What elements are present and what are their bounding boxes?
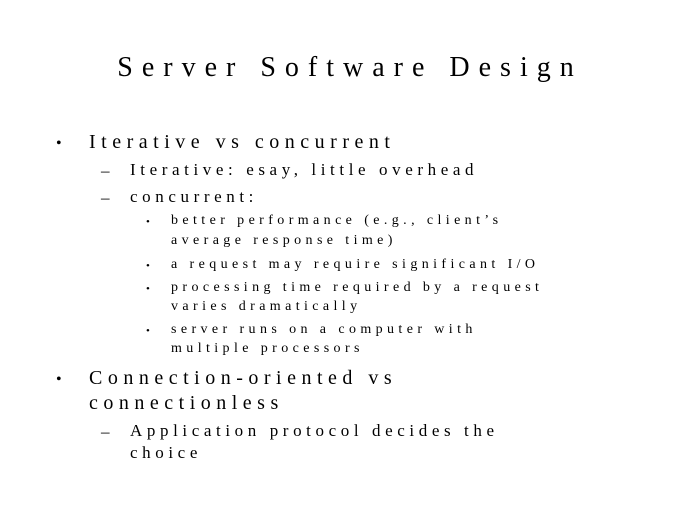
- dash-marker: –: [101, 188, 110, 207]
- bullet-marker: •: [146, 283, 150, 295]
- detail-processing-time-line2: varies dramatically: [171, 299, 362, 314]
- bullet-marker: •: [146, 216, 150, 228]
- bullet-marker: •: [56, 371, 62, 388]
- subpoint-application-protocol-line2: choice: [130, 443, 202, 462]
- detail-multiple-processors-line1: server runs on a computer with: [171, 322, 477, 337]
- bullet-marker: •: [56, 135, 62, 152]
- dash-marker: –: [101, 161, 110, 180]
- detail-multiple-processors-line2: multiple processors: [171, 341, 364, 356]
- point-connection-oriented-line1: Connection-oriented vs: [89, 367, 398, 389]
- bullet-marker: •: [146, 325, 150, 337]
- slide-title: Server Software Design: [117, 52, 583, 83]
- detail-better-performance-line1: better performance (e.g., client’s: [171, 213, 503, 228]
- point-connection-oriented-line2: connectionless: [89, 392, 284, 414]
- subpoint-application-protocol-line1: Application protocol decides the: [130, 421, 499, 440]
- subpoint-concurrent: concurrent:: [130, 187, 259, 206]
- detail-better-performance-line2: average response time): [171, 233, 397, 248]
- subpoint-iterative: Iterative: esay, little overhead: [130, 160, 479, 179]
- detail-significant-io: a request may require significant I/O: [171, 257, 540, 272]
- detail-processing-time-line1: processing time required by a request: [171, 280, 544, 295]
- bullet-marker: •: [146, 260, 150, 272]
- dash-marker: –: [101, 422, 110, 441]
- point-iterative-vs-concurrent: Iterative vs concurrent: [89, 131, 396, 153]
